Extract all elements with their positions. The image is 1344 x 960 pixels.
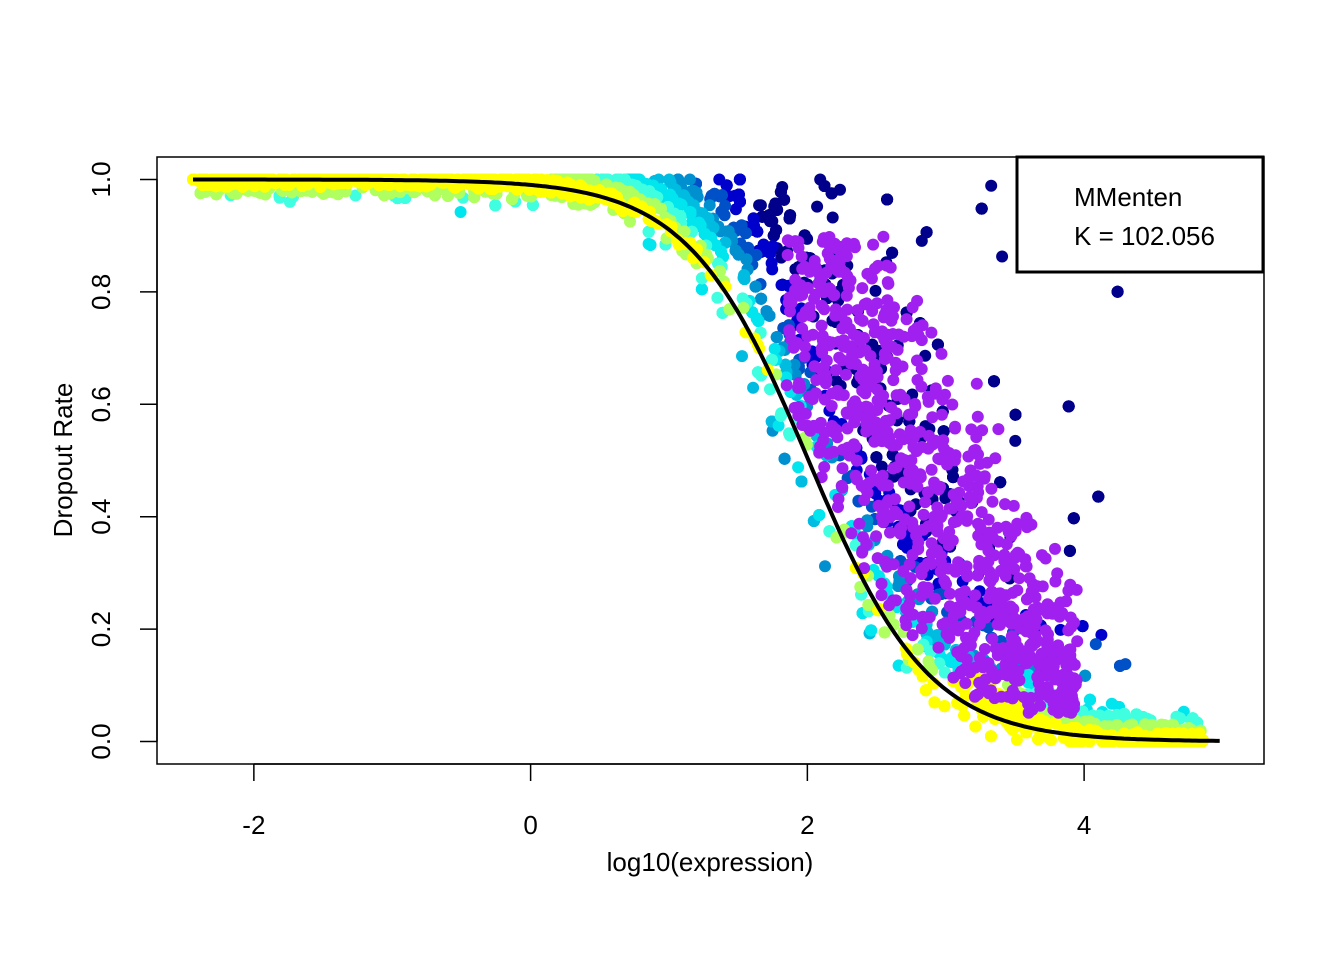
scatter-point <box>686 216 699 229</box>
scatter-point <box>931 338 944 351</box>
scatter-point <box>755 292 768 305</box>
scatter-point <box>733 173 746 186</box>
scatter-point <box>715 205 728 218</box>
scatter-point <box>784 429 796 442</box>
scatter-point <box>886 246 899 259</box>
scatter-point <box>1114 659 1126 672</box>
scatter-point <box>878 626 891 639</box>
scatter-point <box>1095 628 1108 641</box>
scatter-point <box>870 451 883 464</box>
scatter-point <box>750 249 763 261</box>
scatter-point <box>770 331 783 344</box>
scatter-point <box>1009 408 1022 421</box>
scatter-point <box>1084 693 1096 706</box>
scatter-point <box>772 419 785 432</box>
scatter-point <box>747 381 760 394</box>
scatter-point <box>937 425 950 438</box>
scatter-point <box>749 280 762 293</box>
scatter-point <box>683 173 696 186</box>
scatter-point <box>994 476 1007 489</box>
scatter-point <box>713 173 726 186</box>
scatter-point <box>788 358 801 371</box>
scatter-point <box>349 189 362 202</box>
scatter-point <box>642 237 655 250</box>
scatter-point <box>695 283 708 296</box>
scatter-point <box>642 225 655 238</box>
scatter-point <box>737 301 750 314</box>
scatter-point <box>775 279 788 291</box>
scatter-point <box>813 509 826 521</box>
scatter-point <box>765 353 778 366</box>
scatter-point <box>814 173 827 186</box>
scatter-point <box>975 202 988 215</box>
scatter-point <box>1062 400 1075 413</box>
scatter-point <box>915 234 928 247</box>
scatter-point <box>729 203 742 216</box>
scatter-point <box>753 199 766 212</box>
scatter-point <box>684 207 697 220</box>
scatter-point <box>1067 512 1080 525</box>
scatter-point <box>947 471 960 484</box>
scatter-point <box>875 460 888 473</box>
scatter-point <box>862 599 875 611</box>
scatter-point <box>795 475 808 488</box>
scatter-point <box>736 350 748 363</box>
scatter-point <box>775 407 788 420</box>
scatter-point <box>454 206 467 218</box>
scatter-point <box>703 199 716 212</box>
scatter-point <box>736 292 749 305</box>
scatter-point <box>737 271 750 284</box>
scatter-point <box>783 212 796 225</box>
scatter-point <box>996 250 1009 263</box>
scatter-point <box>881 193 894 206</box>
scatter-point <box>1009 434 1022 447</box>
scatter-point <box>1111 285 1124 298</box>
scatter-point <box>768 200 781 213</box>
scatter-point <box>825 187 838 200</box>
scatter-point <box>811 200 824 213</box>
scatter-point <box>489 199 502 212</box>
scatter-point <box>729 244 742 257</box>
scatter-point <box>1092 490 1105 503</box>
scatter-point <box>911 643 924 656</box>
scatter-point <box>764 383 776 396</box>
scatter-point <box>869 284 882 297</box>
scatter-point <box>739 227 752 240</box>
scatter-point <box>761 308 774 321</box>
scatter-point <box>768 342 781 355</box>
scatter-point <box>1089 638 1102 651</box>
scatter-point <box>766 263 779 276</box>
scatter-point <box>792 461 805 474</box>
scatter-point <box>711 291 724 304</box>
scatter-point <box>830 375 843 388</box>
scatter-point <box>819 560 831 573</box>
scatter-point <box>897 538 910 551</box>
scatter-point <box>1063 544 1076 557</box>
scatter-point <box>865 624 878 637</box>
scatter-point <box>654 202 667 215</box>
scatter-point <box>767 229 780 242</box>
scatter-point <box>778 452 791 465</box>
scatter-point <box>988 375 1000 388</box>
scatter-point <box>985 179 998 192</box>
scatter-point <box>624 215 636 228</box>
scatter-point <box>826 211 839 224</box>
